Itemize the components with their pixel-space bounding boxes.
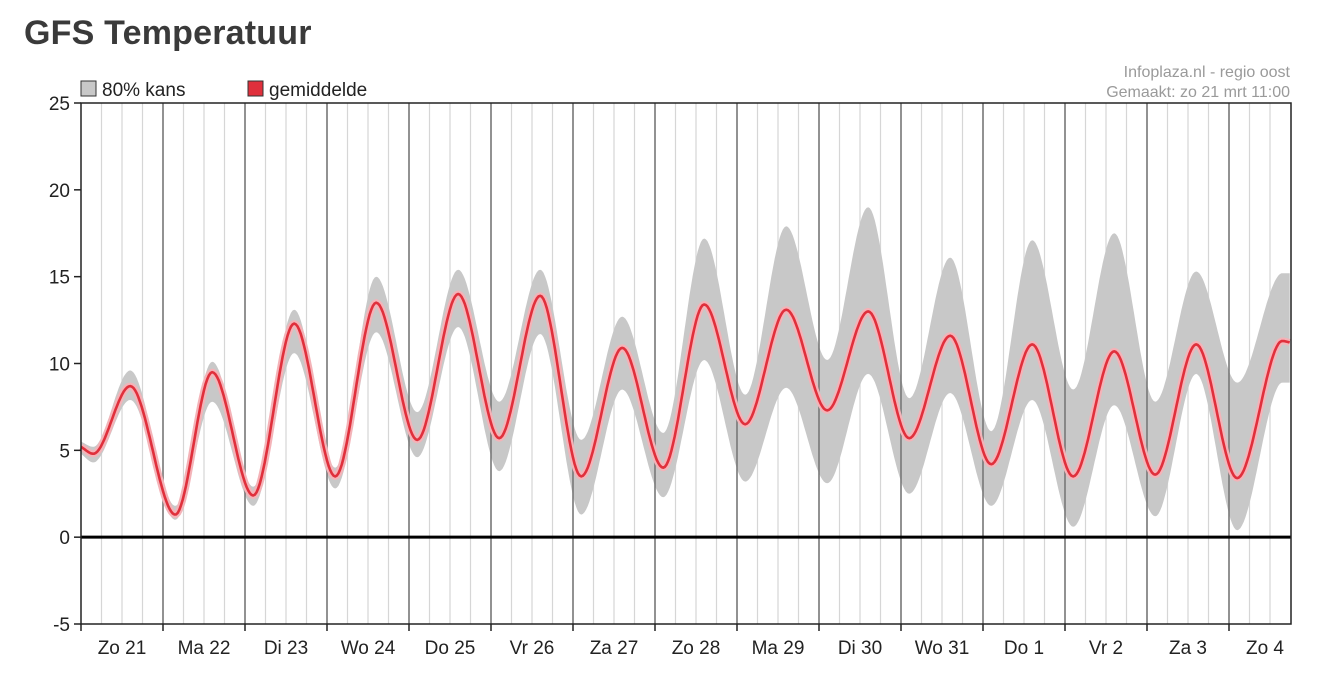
y-tick-label: -5 <box>53 615 70 636</box>
legend: 80% kans gemiddelde <box>80 80 367 101</box>
mean-line <box>80 292 1291 516</box>
x-tick-label: Zo 4 <box>1246 638 1284 659</box>
x-tick-label: Ma 29 <box>752 638 805 659</box>
x-tick-label: Di 30 <box>838 638 882 659</box>
y-tick-label: 5 <box>59 441 70 462</box>
y-tick-label: 25 <box>49 94 70 115</box>
legend-label-band: 80% kans <box>102 80 185 101</box>
x-tick-label: Vr 2 <box>1089 638 1123 659</box>
x-tick-label: Do 1 <box>1004 638 1044 659</box>
page-title: GFS Temperatuur <box>24 14 312 52</box>
y-tick-label: 0 <box>59 528 70 549</box>
created-label: Gemaakt: zo 21 mrt 11:00 <box>1106 84 1290 101</box>
x-axis: Zo 21 Ma 22 Di 23 Wo 24 Do 25 Vr 26 Za 27 Zo 28… <box>80 624 1284 659</box>
x-tick-label: Wo 31 <box>915 638 970 659</box>
x-tick-label: Za 3 <box>1169 638 1207 659</box>
x-tick-label: Zo 28 <box>672 638 721 659</box>
x-tick-label: Vr 26 <box>510 638 555 659</box>
legend-label-mean: gemiddelde <box>269 80 367 101</box>
y-axis: 25 20 15 10 5 0 -5 <box>49 94 81 636</box>
y-tick-label: 15 <box>49 268 70 289</box>
x-tick-label: Do 25 <box>425 638 476 659</box>
x-tick-label: Za 27 <box>590 638 639 659</box>
y-tick-label: 10 <box>49 355 70 376</box>
legend-swatch-band <box>80 80 97 97</box>
x-tick-label: Di 23 <box>264 638 308 659</box>
source-label: Infoplaza.nl - regio oost <box>1124 64 1291 81</box>
x-tick-label: Ma 22 <box>178 638 231 659</box>
y-tick-label: 20 <box>49 181 70 202</box>
legend-swatch-mean <box>247 80 264 97</box>
x-tick-label: Zo 21 <box>98 638 147 659</box>
x-tick-label: Wo 24 <box>341 638 396 659</box>
mean-line-layer <box>79 290 1292 518</box>
